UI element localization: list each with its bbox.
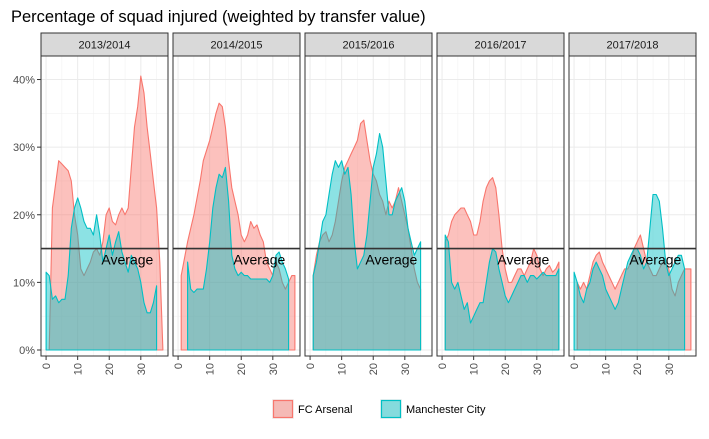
area-series: [45, 197, 158, 351]
legend-key-background: [272, 399, 294, 419]
legend-label: FC Arsenal: [298, 404, 352, 416]
x-tick-label: 20: [632, 363, 644, 375]
facet-panel: 2013/2014 Average 0 10 20 30: [40, 32, 169, 375]
legend-key: [272, 399, 294, 419]
x-tick-label: 10: [601, 363, 613, 375]
y-tick-label: 20%: [13, 210, 35, 222]
average-label: Average: [497, 252, 549, 268]
panel-border: [436, 55, 565, 357]
legend-key: [380, 399, 402, 419]
x-tick-label: 10: [469, 363, 481, 375]
x-tick-label: 0: [305, 363, 317, 369]
x-tick-label: 10: [73, 363, 85, 375]
x-tick-label: 30: [400, 363, 412, 375]
x-tick-label: 30: [268, 363, 280, 375]
x-tick-label: 20: [104, 363, 116, 375]
legend-item: FC Arsenal: [272, 399, 352, 419]
area-series: [187, 166, 290, 351]
facet-strip-label: 2015/2016: [343, 40, 395, 52]
legend-label: Manchester City: [406, 404, 486, 416]
area-series: [312, 133, 422, 351]
y-tick-label: 0%: [19, 345, 35, 357]
legend-item: Manchester City: [380, 399, 486, 419]
area-series: [573, 193, 686, 351]
x-tick-label: 30: [664, 363, 676, 375]
chart-title: Percentage of squad injured (weighted by…: [11, 8, 426, 26]
x-tick-label: 30: [136, 363, 148, 375]
area-series: [48, 75, 164, 351]
y-axis: 0% 10% 20% 30% 40%: [13, 75, 41, 357]
x-tick-label: 0: [173, 363, 185, 369]
facet-panel: 2017/2018 Average 0 10 20 30: [568, 32, 697, 375]
panel-border: [568, 55, 697, 357]
x-tick-label: 0: [41, 363, 53, 369]
facet-panel: 2016/2017 Average 0 10 20 30: [436, 32, 565, 375]
facet-strip-label: 2017/2018: [607, 40, 659, 52]
x-tick-label: 10: [337, 363, 349, 375]
x-tick-label: 0: [569, 363, 581, 369]
average-label: Average: [233, 252, 285, 268]
facet-strip-label: 2016/2017: [475, 40, 527, 52]
y-tick-label: 40%: [13, 75, 35, 87]
area-series: [576, 234, 692, 351]
area-series: [444, 177, 560, 351]
area-series: [180, 102, 296, 351]
facet-strip-label: 2014/2015: [211, 40, 263, 52]
x-tick-label: 20: [368, 363, 380, 375]
x-tick-label: 30: [532, 363, 544, 375]
x-tick-label: 20: [500, 363, 512, 375]
x-tick-label: 0: [437, 363, 449, 369]
panel-border: [172, 55, 301, 357]
legend: FC Arsenal Manchester City: [272, 399, 486, 419]
area-series: [444, 234, 560, 351]
y-tick-label: 30%: [13, 142, 35, 154]
panel-border: [304, 55, 433, 357]
panel-border: [40, 55, 169, 357]
x-tick-label: 20: [236, 363, 248, 375]
average-label: Average: [629, 252, 681, 268]
facet-panel: 2014/2015 Average 0 10 20 30: [172, 32, 301, 375]
y-tick-label: 10%: [13, 277, 35, 289]
facet-panel: 2015/2016 Average 0 10 20 30: [304, 32, 433, 375]
average-label: Average: [101, 252, 153, 268]
legend-key-background: [380, 399, 402, 419]
average-label: Average: [365, 252, 417, 268]
facet-strip-label: 2013/2014: [79, 40, 131, 52]
x-tick-label: 10: [205, 363, 217, 375]
